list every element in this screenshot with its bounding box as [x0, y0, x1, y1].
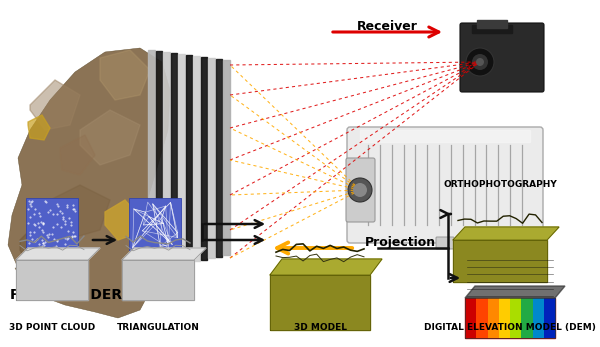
Polygon shape [193, 56, 199, 261]
Polygon shape [105, 200, 138, 240]
Polygon shape [163, 52, 170, 267]
Circle shape [472, 54, 488, 70]
Bar [129, 198, 181, 250]
Circle shape [476, 58, 484, 66]
FancyBboxPatch shape [347, 127, 543, 243]
Polygon shape [270, 259, 382, 275]
Polygon shape [20, 220, 55, 265]
Bar [476, 298, 488, 338]
Polygon shape [122, 260, 194, 300]
Polygon shape [100, 50, 150, 100]
Circle shape [353, 183, 367, 197]
Polygon shape [8, 48, 170, 318]
Polygon shape [122, 248, 206, 260]
Text: Projection: Projection [365, 236, 436, 249]
Polygon shape [148, 50, 155, 270]
Polygon shape [28, 115, 50, 140]
Bar [499, 298, 511, 338]
Text: 3D POINT CLOUD: 3D POINT CLOUD [9, 323, 95, 332]
Circle shape [466, 48, 494, 76]
Text: DIGITAL ELEVATION MODEL (DEM): DIGITAL ELEVATION MODEL (DEM) [424, 323, 596, 332]
Bar [26, 198, 78, 250]
Text: 3D MODEL: 3D MODEL [293, 323, 347, 332]
Polygon shape [223, 60, 229, 255]
FancyBboxPatch shape [346, 158, 375, 222]
Polygon shape [185, 55, 192, 262]
Polygon shape [465, 286, 565, 298]
Text: TRIANGULATION: TRIANGULATION [116, 323, 199, 332]
Text: PRODUCT DERIVATIVE: PRODUCT DERIVATIVE [10, 288, 182, 302]
Polygon shape [215, 59, 222, 256]
Bar [465, 298, 477, 338]
Polygon shape [16, 260, 88, 300]
Polygon shape [178, 54, 185, 264]
Polygon shape [360, 130, 530, 142]
Polygon shape [16, 248, 100, 260]
Polygon shape [80, 110, 140, 165]
Polygon shape [170, 53, 177, 265]
FancyBboxPatch shape [436, 237, 454, 249]
Polygon shape [477, 20, 507, 28]
Bar [487, 298, 500, 338]
Polygon shape [30, 80, 80, 130]
Polygon shape [270, 275, 370, 330]
Polygon shape [453, 227, 559, 240]
Bar [533, 298, 545, 338]
Polygon shape [50, 185, 110, 240]
Polygon shape [200, 57, 207, 260]
Polygon shape [465, 298, 555, 338]
Bar [521, 298, 533, 338]
Polygon shape [208, 58, 215, 258]
Circle shape [348, 178, 372, 202]
Text: Receiver: Receiver [356, 20, 418, 33]
Polygon shape [453, 240, 547, 282]
Bar [510, 298, 522, 338]
FancyBboxPatch shape [460, 23, 544, 92]
Bar [544, 298, 556, 338]
Polygon shape [155, 51, 162, 269]
Polygon shape [60, 135, 95, 175]
Polygon shape [472, 25, 512, 33]
Text: ORTHOPHOTOGRAPHY: ORTHOPHOTOGRAPHY [443, 180, 557, 189]
